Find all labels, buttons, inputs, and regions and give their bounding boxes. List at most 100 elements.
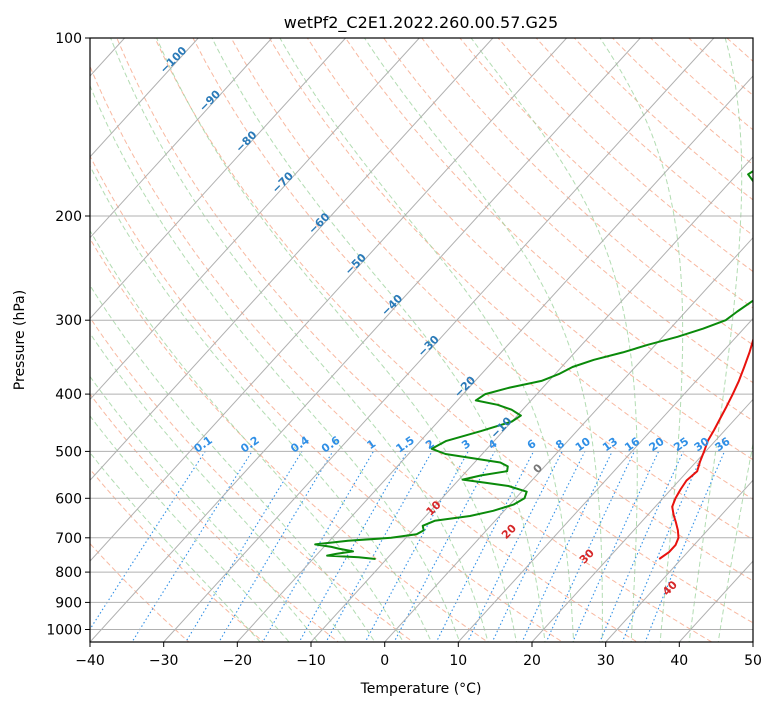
- x-tick-label: 30: [597, 653, 615, 669]
- moist-adiabat-line: [211, 38, 546, 642]
- mixing-ratio-label: 0.2: [238, 434, 261, 456]
- dry-adiabat-line: [650, 38, 753, 131]
- x-tick-label: 20: [523, 653, 541, 669]
- dry-adiabat-line: [421, 38, 753, 346]
- y-tick-label: 200: [55, 209, 82, 225]
- dry-adiabat-line: [90, 154, 564, 642]
- x-tick-label: 0: [380, 653, 389, 669]
- dry-adiabat-line: [268, 38, 753, 500]
- dry-adiabat-line: [90, 237, 489, 642]
- mixing-ratio-label: 0.4: [288, 433, 312, 455]
- dry-adiabat-line: [765, 38, 775, 654]
- isotherm-line: [236, 75, 753, 642]
- x-axis-title: Temperature (°C): [360, 681, 482, 697]
- moist-adiabat-line: [90, 284, 376, 642]
- x-tick-label: −10: [296, 653, 326, 669]
- dry-adiabat-line: [90, 316, 414, 642]
- y-axis-title: Pressure (hPa): [12, 290, 28, 390]
- moist-adiabat-line: [156, 38, 518, 642]
- y-tick-label: 1000: [46, 623, 82, 639]
- isotherm-line: [90, 38, 641, 642]
- mixing-ratio-label: 0.1: [191, 434, 214, 456]
- isotherm-label: −100: [157, 44, 189, 76]
- dewpoint-profile-line: [314, 170, 753, 560]
- pressure-grid: [90, 38, 753, 630]
- dry-adiabat-line: [383, 38, 753, 384]
- profile-series: [314, 170, 753, 560]
- x-tick-label: −40: [75, 653, 105, 669]
- isotherm-line: [90, 38, 199, 158]
- dry-adiabat-line: [306, 38, 753, 461]
- y-tick-label: 700: [55, 531, 82, 547]
- moist-adiabat-label: 30: [577, 546, 597, 566]
- isotherm-label: −50: [342, 251, 369, 278]
- plot-area: 0.1 0.2 0.4 0.6 1 1.5 2 3 4 6 8 10 13 16 20 25 30 36−100−…: [90, 38, 775, 654]
- y-tick-label: 500: [55, 444, 82, 460]
- isotherm-label: −20: [452, 373, 479, 400]
- isotherm-line: [90, 38, 346, 320]
- moist-adiabat-label: 40: [660, 578, 680, 598]
- isotherm-line: [678, 560, 753, 642]
- x-axis-ticks: −40 −30 −20 −10 0 10 20 30 40 50: [75, 642, 762, 669]
- moist-adiabat-line: [717, 441, 753, 642]
- mixing-ratio-line: [131, 451, 253, 642]
- moist-adiabat-line: [688, 38, 743, 642]
- isotherm-line: [605, 479, 753, 642]
- isotherm-label: −10: [488, 414, 515, 441]
- dry-adiabat-line: [573, 38, 753, 201]
- isotherm-label: −30: [415, 333, 442, 360]
- dry-adiabat-line: [688, 38, 753, 96]
- isotherm-label: −60: [306, 210, 333, 237]
- y-tick-label: 400: [55, 387, 82, 403]
- moist-adiabat-line: [470, 38, 638, 642]
- mixing-ratio-line: [185, 451, 303, 642]
- isotherm-line: [752, 641, 753, 642]
- temperature-profile-line: [658, 336, 753, 560]
- isotherm-line: [163, 38, 715, 642]
- moist-adiabat-line: [364, 38, 603, 642]
- mixing-ratio-label: 0.6: [319, 433, 343, 455]
- x-tick-label: 50: [744, 653, 762, 669]
- chart-title: wetPf2_C2E1.2022.260.00.57.G25: [284, 13, 558, 33]
- dry-adiabat-line: [230, 38, 753, 541]
- isotherm-line: [384, 236, 753, 642]
- isotherm-line: [457, 317, 753, 642]
- dry-adiabat-line: [535, 38, 753, 237]
- isotherm-label: −90: [197, 87, 224, 114]
- y-tick-label: 800: [55, 565, 82, 581]
- y-tick-label: 600: [55, 491, 82, 507]
- mixing-ratio-line: [644, 451, 726, 642]
- dry-adiabat-line: [90, 65, 638, 642]
- dry-adiabat-line: [345, 38, 753, 422]
- mixing-ratio-line: [621, 451, 705, 642]
- isotherm-line: [310, 156, 753, 642]
- mixing-ratio-label: 1.5: [393, 434, 416, 456]
- x-tick-label: −30: [149, 653, 179, 669]
- mixing-ratio-label: 3: [459, 437, 473, 452]
- isotherm-line: [90, 38, 420, 401]
- dry-adiabats: [90, 38, 775, 654]
- dry-adiabat-line: [459, 38, 753, 309]
- reference-line-labels: 0.1 0.2 0.4 0.6 1 1.5 2 3 4 6 8 10 13 16 20 25 30 36−100−…: [157, 44, 732, 598]
- isotherm-label: −40: [379, 292, 406, 319]
- y-tick-label: 100: [55, 31, 82, 47]
- moist-adiabats: [90, 38, 753, 642]
- y-tick-label: 900: [55, 595, 82, 611]
- x-tick-label: 40: [670, 653, 688, 669]
- moist-adiabat-line: [90, 84, 461, 642]
- dry-adiabat-line: [90, 542, 190, 642]
- y-axis-ticks: 100 200 300 400 500 600 700 800 900 1000: [46, 31, 90, 639]
- isotherms: [90, 38, 753, 642]
- moist-adiabat-label: 20: [499, 521, 519, 541]
- moist-adiabat-line: [90, 332, 347, 642]
- moist-adiabat-line: [90, 415, 290, 642]
- isotherm-line: [90, 38, 494, 482]
- x-tick-label: −20: [223, 653, 253, 669]
- dry-adiabat-line: [192, 38, 753, 582]
- isotherm-label: −70: [269, 169, 296, 196]
- isotherm-line: [531, 398, 753, 642]
- y-tick-label: 300: [55, 313, 82, 329]
- plot-frame: [89, 37, 754, 643]
- isotherm-line: [90, 38, 567, 562]
